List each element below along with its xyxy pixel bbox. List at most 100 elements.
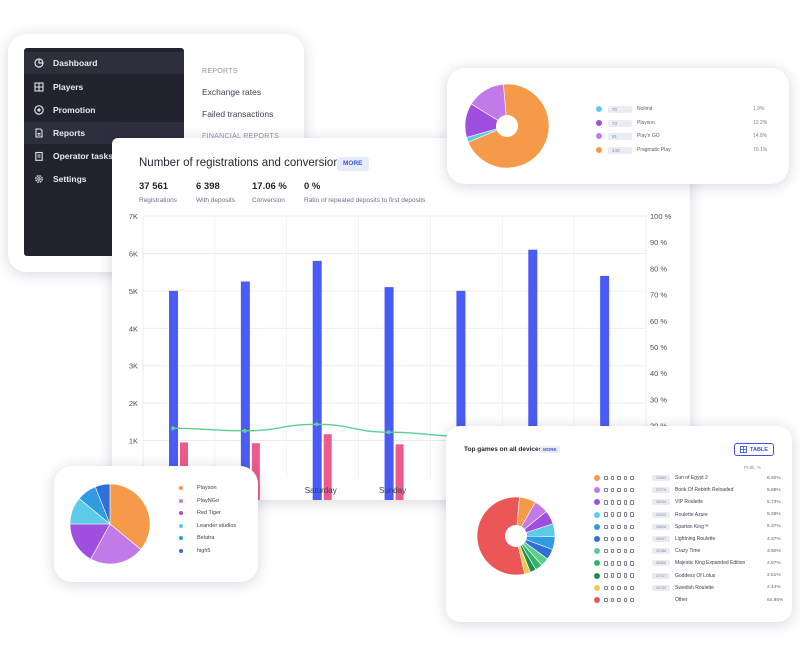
legend-row[interactable]: PlayNGo (178, 497, 219, 504)
game-row[interactable]: 38034 VIP Roulette 5.73% (594, 497, 781, 507)
breakdown-pie-slice[interactable] (69, 523, 111, 560)
game-row[interactable]: 32005 Roulette Azure 5.38% (594, 510, 781, 520)
game-row[interactable]: 36997 Lightning Roulette 4.37% (594, 534, 781, 544)
y-right-tick-label: 70 % (650, 291, 667, 300)
device-icons (604, 524, 644, 530)
game-row[interactable]: Other 54.96% (594, 595, 783, 605)
desktop-icon (604, 475, 608, 481)
breakdown-pie-slice[interactable] (109, 483, 151, 550)
game-id: 40730 (652, 584, 670, 591)
top-games-title: Top games on all devices (464, 446, 543, 453)
stat-value: 0 % (304, 181, 321, 192)
provider-pie-slice[interactable] (470, 83, 508, 127)
legend-row[interactable]: high5 (178, 548, 210, 554)
game-color-dot (594, 523, 600, 530)
breakdown-pie-slice[interactable] (90, 523, 142, 565)
y-left-tick-label: 4K (129, 324, 138, 333)
breakdown-pie-slice[interactable] (94, 483, 111, 525)
game-row[interactable]: 36368 Majestic King Expanded Edition 2.97% (594, 558, 781, 568)
desktop-icon (604, 500, 608, 505)
bar-registrations[interactable] (169, 290, 178, 500)
games-pie-slice[interactable] (476, 496, 525, 576)
legend-id: 140 (608, 146, 632, 154)
bar-registrations[interactable] (456, 290, 466, 500)
point-conversion[interactable] (171, 426, 175, 431)
top-games-more-button[interactable]: MORE (540, 446, 560, 453)
more-button[interactable]: MORE (337, 157, 369, 171)
legend-row[interactable]: 81 Play'n GO 14.8% (596, 131, 767, 141)
apple-icon (630, 500, 634, 505)
legend-label: Pragmatic Play (637, 147, 671, 153)
game-color-dot (594, 597, 600, 603)
game-color-dot (594, 475, 600, 481)
legend-dot (596, 120, 602, 126)
legend-dot (596, 106, 602, 112)
desktop-icon (604, 548, 608, 554)
sidebar-item-settings[interactable]: Settings (24, 168, 184, 190)
sidebar-item-promotion[interactable]: Promotion (24, 99, 184, 121)
sidebar-item-players[interactable]: Players (24, 76, 184, 98)
legend-row[interactable]: Belatra (178, 535, 214, 542)
game-row[interactable]: 37417 Goddess Of Lotus 2.51% (594, 571, 781, 581)
apple-icon (630, 573, 634, 578)
bar-registrations[interactable] (528, 249, 538, 500)
submenu-item-failed-transactions[interactable]: Failed transactions (202, 109, 274, 119)
game-row[interactable]: 37276 Book Of Rebirth Reloaded 5.89% (594, 485, 781, 495)
y-right-tick-label: 100 % (650, 212, 672, 221)
bar-registrations[interactable] (384, 287, 394, 500)
submenu-item-exchange-rates[interactable]: Exchange rates (202, 87, 262, 97)
mobile-icon (617, 475, 621, 481)
legend-dot (178, 485, 184, 491)
phone-icon (623, 536, 627, 542)
device-icons (604, 500, 644, 505)
game-color-dot (594, 487, 600, 494)
submenu-header: REPORTS (202, 68, 238, 75)
game-row[interactable]: 33362 Sun of Egypt 2 6.92% (594, 473, 781, 483)
device-icons (604, 536, 644, 542)
point-conversion[interactable] (386, 430, 391, 435)
provider-share-card: 70 Nolimit 1.9% 73 Playson 13.2% 81 Play'n GO 14… (447, 68, 789, 184)
stat-repeat-ratio: 0 % Ratio of repeated deposits to first … (304, 181, 425, 204)
bar-with-deposits[interactable] (323, 434, 332, 500)
apple-icon (630, 548, 634, 554)
sidebar-item-operator-tasks[interactable]: Operator tasks (24, 145, 184, 167)
y-right-tick-label: 40 % (650, 369, 667, 378)
legend-label: Red Tiger (197, 510, 221, 517)
phone-icon (623, 561, 627, 566)
bar-registrations[interactable] (600, 275, 610, 500)
legend-row[interactable]: Playson (178, 485, 217, 491)
desktop-icon (604, 585, 608, 591)
legend-value: 1.9% (753, 106, 765, 112)
point-conversion[interactable] (242, 428, 247, 433)
game-row[interactable]: 32186 Crazy Time 3.50% (594, 546, 781, 556)
legend-row[interactable]: 73 Playson 13.2% (596, 118, 767, 128)
tablet-icon (610, 548, 614, 554)
desktop-icon (604, 573, 608, 578)
bar-with-deposits[interactable] (395, 444, 404, 500)
legend-row[interactable]: 70 Nolimit 1.9% (596, 104, 764, 114)
tablet-icon (610, 487, 614, 493)
legend-id: 81 (608, 132, 632, 140)
table-view-button[interactable]: TABLE (734, 443, 774, 456)
apple-icon (630, 536, 634, 542)
apple-icon (630, 512, 634, 517)
stat-value: 37 561 (139, 181, 169, 192)
stat-value: 17.06 % (252, 181, 287, 192)
game-row[interactable]: 38608 Spartan King™ 5.37% (594, 522, 781, 532)
game-profit: 6.92% (767, 475, 781, 481)
legend-row[interactable]: Red Tiger (178, 510, 221, 517)
legend-row[interactable]: 140 Pragmatic Play 70.1% (596, 145, 767, 155)
stat-label: Ratio of repeated deposits to first depo… (304, 197, 426, 204)
point-conversion[interactable] (314, 422, 319, 427)
sidebar-item-dashboard[interactable]: Dashboard (24, 52, 184, 74)
y-right-tick-label: 30 % (650, 395, 667, 404)
game-row[interactable]: 40730 Swedish Roulette 2.44% (594, 583, 781, 593)
game-name: Other (675, 597, 688, 603)
bar-registrations[interactable] (312, 260, 322, 500)
y-right-tick-label: 50 % (650, 343, 667, 352)
game-name: Crazy Time (675, 548, 701, 555)
bar-with-deposits[interactable] (251, 443, 260, 500)
legend-row[interactable]: Leander studios (178, 522, 236, 529)
y-left-tick-label: 5K (129, 287, 138, 296)
bar-registrations[interactable] (240, 281, 250, 501)
